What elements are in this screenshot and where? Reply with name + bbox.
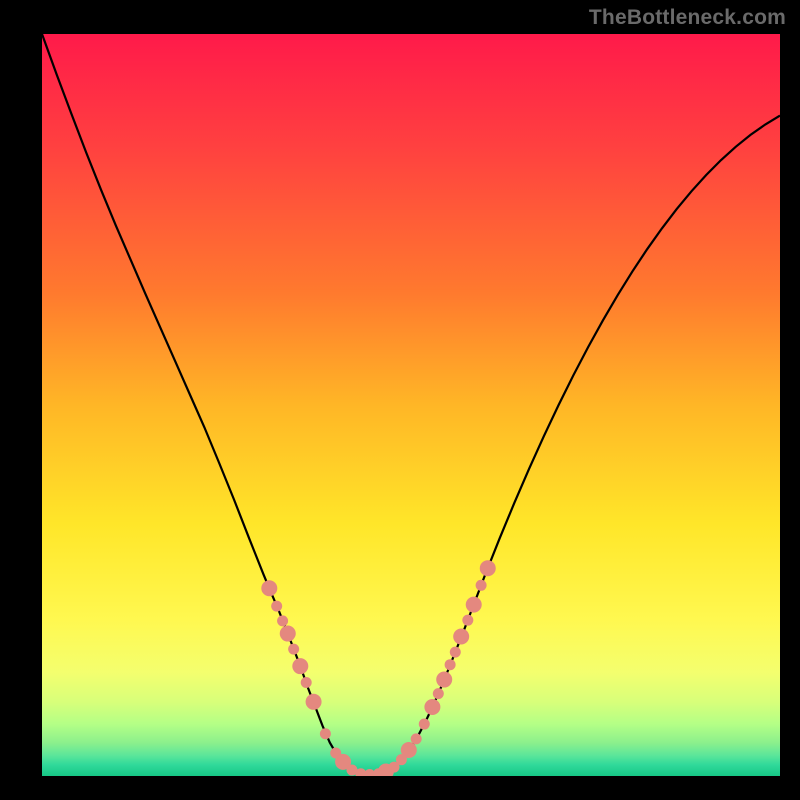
data-marker [280,626,296,642]
watermark-text: TheBottleneck.com [589,6,786,30]
chart-plot-area [42,34,780,776]
data-marker [480,560,496,576]
data-marker [462,615,473,626]
data-marker [424,699,440,715]
data-marker [466,597,482,613]
data-marker [277,615,288,626]
data-marker [436,672,452,688]
data-marker [411,733,422,744]
data-marker [433,688,444,699]
data-marker [261,580,277,596]
data-marker [292,658,308,674]
data-marker [301,677,312,688]
data-marker [453,629,469,645]
data-marker [271,601,282,612]
data-marker [401,742,417,758]
data-marker [320,728,331,739]
data-marker [445,659,456,670]
data-marker [306,694,322,710]
data-marker [419,719,430,730]
data-markers [261,560,495,776]
bottleneck-curve [42,34,780,775]
data-marker [476,580,487,591]
data-marker [288,644,299,655]
chart-svg [42,34,780,776]
data-marker [450,647,461,658]
